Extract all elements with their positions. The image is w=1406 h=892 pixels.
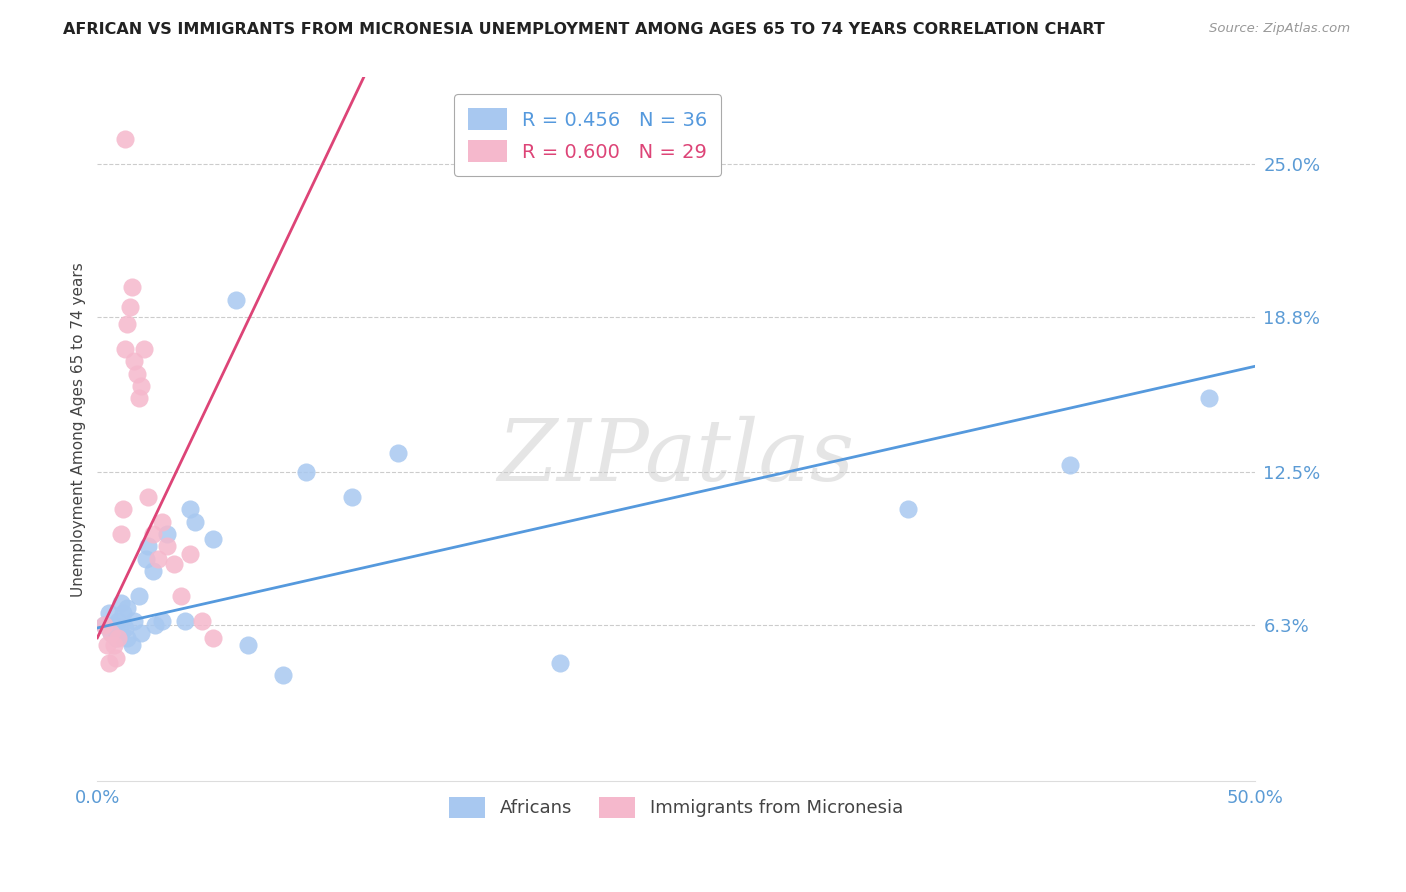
Legend: Africans, Immigrants from Micronesia: Africans, Immigrants from Micronesia bbox=[441, 789, 910, 825]
Point bbox=[271, 668, 294, 682]
Point bbox=[118, 300, 141, 314]
Point bbox=[111, 606, 134, 620]
Point bbox=[550, 656, 572, 670]
Point bbox=[103, 618, 125, 632]
Point bbox=[131, 379, 153, 393]
Point bbox=[104, 650, 127, 665]
Point bbox=[111, 502, 134, 516]
Point bbox=[110, 596, 132, 610]
Point bbox=[97, 606, 120, 620]
Point bbox=[107, 631, 129, 645]
Point bbox=[136, 490, 159, 504]
Point bbox=[183, 515, 205, 529]
Point bbox=[179, 502, 201, 516]
Point bbox=[128, 589, 150, 603]
Point bbox=[150, 614, 173, 628]
Point bbox=[100, 626, 122, 640]
Text: AFRICAN VS IMMIGRANTS FROM MICRONESIA UNEMPLOYMENT AMONG AGES 65 TO 74 YEARS COR: AFRICAN VS IMMIGRANTS FROM MICRONESIA UN… bbox=[63, 22, 1105, 37]
Text: ZIPatlas: ZIPatlas bbox=[498, 416, 855, 499]
Point bbox=[225, 293, 247, 307]
Point bbox=[117, 631, 139, 645]
Point bbox=[124, 354, 146, 368]
Point bbox=[117, 601, 139, 615]
Point bbox=[104, 631, 127, 645]
Point bbox=[340, 490, 363, 504]
Y-axis label: Unemployment Among Ages 65 to 74 years: Unemployment Among Ages 65 to 74 years bbox=[72, 262, 86, 597]
Point bbox=[128, 392, 150, 406]
Point bbox=[135, 551, 157, 566]
Point bbox=[174, 614, 197, 628]
Point bbox=[114, 621, 136, 635]
Point bbox=[124, 614, 146, 628]
Point bbox=[146, 551, 169, 566]
Point bbox=[132, 342, 155, 356]
Point bbox=[294, 466, 316, 480]
Point bbox=[117, 318, 139, 332]
Point bbox=[93, 618, 115, 632]
Point bbox=[93, 618, 115, 632]
Point bbox=[121, 280, 143, 294]
Point bbox=[114, 132, 136, 146]
Point bbox=[142, 527, 165, 541]
Point bbox=[136, 540, 159, 554]
Point bbox=[1198, 392, 1220, 406]
Point bbox=[163, 557, 186, 571]
Point bbox=[179, 547, 201, 561]
Point bbox=[110, 626, 132, 640]
Point bbox=[387, 445, 409, 459]
Point bbox=[190, 614, 212, 628]
Point bbox=[110, 527, 132, 541]
Point bbox=[142, 564, 165, 578]
Point bbox=[156, 527, 179, 541]
Point bbox=[100, 626, 122, 640]
Point bbox=[202, 532, 225, 546]
Point bbox=[170, 589, 193, 603]
Point bbox=[125, 367, 148, 381]
Point bbox=[121, 638, 143, 652]
Point bbox=[202, 631, 225, 645]
Point bbox=[107, 614, 129, 628]
Point bbox=[897, 502, 920, 516]
Point bbox=[114, 342, 136, 356]
Point bbox=[96, 638, 118, 652]
Text: Source: ZipAtlas.com: Source: ZipAtlas.com bbox=[1209, 22, 1350, 36]
Point bbox=[1059, 458, 1081, 472]
Point bbox=[156, 540, 179, 554]
Point bbox=[131, 626, 153, 640]
Point bbox=[236, 638, 259, 652]
Point bbox=[103, 638, 125, 652]
Point bbox=[97, 656, 120, 670]
Point bbox=[150, 515, 173, 529]
Point bbox=[143, 618, 166, 632]
